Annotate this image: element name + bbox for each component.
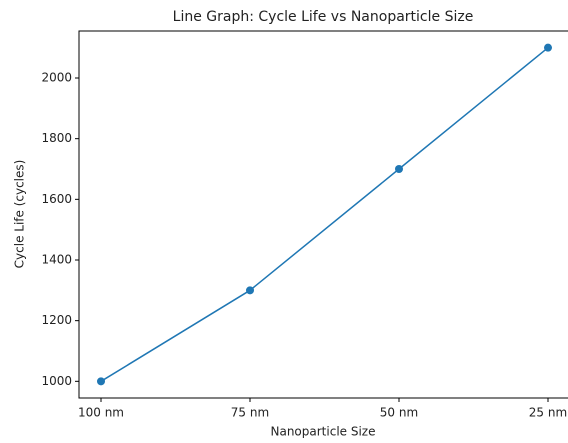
- y-tick-label: 1400: [41, 252, 72, 266]
- point: [246, 286, 254, 295]
- y-axis-label: Cycle Life (cycles): [13, 160, 27, 269]
- point: [97, 377, 105, 386]
- y-tick-label: 1200: [41, 313, 72, 327]
- y-tick-label: 1600: [41, 192, 72, 206]
- plot-frame: [78, 30, 568, 399]
- y-tick-label: 1000: [41, 374, 72, 388]
- y-tick-label: 1800: [41, 131, 72, 145]
- x-axis-label: Nanoparticle Size: [271, 425, 376, 439]
- x-tick-label: 75 nm: [231, 406, 269, 420]
- y-tick-label: 2000: [41, 71, 72, 85]
- x-tick-label: 100 nm: [78, 406, 124, 420]
- x-tick-label: 50 nm: [380, 406, 418, 420]
- point: [544, 43, 552, 52]
- chart-title: Line Graph: Cycle Life vs Nanoparticle S…: [173, 9, 474, 25]
- x-tick-label: 25 nm: [529, 406, 567, 420]
- line: [100, 47, 549, 382]
- point: [395, 165, 403, 174]
